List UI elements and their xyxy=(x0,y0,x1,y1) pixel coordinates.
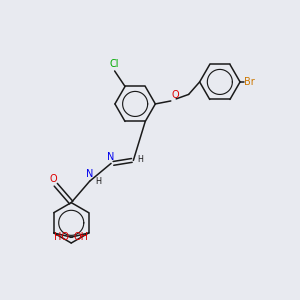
Text: OH: OH xyxy=(73,232,88,242)
Text: HO: HO xyxy=(54,232,69,242)
Text: Cl: Cl xyxy=(109,59,119,70)
Text: H: H xyxy=(95,177,101,186)
Text: O: O xyxy=(50,174,57,184)
Text: N: N xyxy=(86,169,93,179)
Text: O: O xyxy=(171,90,179,100)
Text: N: N xyxy=(107,152,115,162)
Text: Br: Br xyxy=(244,77,255,87)
Text: H: H xyxy=(137,155,143,164)
